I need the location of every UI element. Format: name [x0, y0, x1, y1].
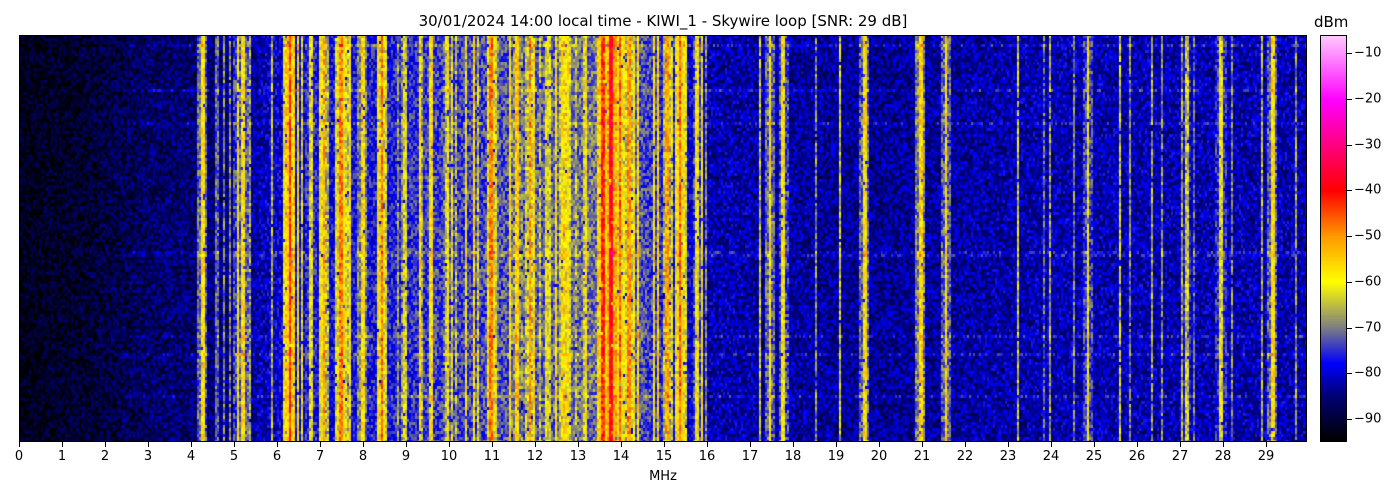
colorbar-tick — [1347, 144, 1352, 146]
x-tick — [363, 442, 364, 447]
colorbar-tick — [1347, 236, 1352, 238]
x-tick — [1008, 442, 1009, 447]
x-tick — [105, 442, 106, 447]
x-tick — [234, 442, 235, 447]
colorbar-tick-label: −60 — [1354, 274, 1382, 290]
x-tick-label: 20 — [870, 449, 888, 464]
x-tick-label: 11 — [483, 449, 501, 464]
x-tick-label: 2 — [100, 449, 110, 464]
colorbar-tick — [1347, 53, 1352, 55]
x-tick-label: 8 — [358, 449, 368, 464]
colorbar-tick-label: −20 — [1354, 91, 1382, 107]
x-tick — [707, 442, 708, 447]
colorbar — [1320, 35, 1347, 442]
x-tick-label: 19 — [827, 449, 845, 464]
x-tick — [1180, 442, 1181, 447]
x-tick — [1266, 442, 1267, 447]
x-tick-label: 1 — [57, 449, 67, 464]
x-tick-label: 4 — [186, 449, 196, 464]
x-tick — [1094, 442, 1095, 447]
x-tick — [879, 442, 880, 447]
colorbar-tick — [1347, 419, 1352, 421]
x-tick — [621, 442, 622, 447]
x-tick-label: 16 — [698, 449, 716, 464]
x-tick — [578, 442, 579, 447]
x-tick — [965, 442, 966, 447]
x-tick — [750, 442, 751, 447]
x-tick — [664, 442, 665, 447]
x-tick-label: 17 — [741, 449, 759, 464]
x-tick-label: 10 — [440, 449, 458, 464]
x-tick-label: 3 — [143, 449, 153, 464]
x-tick-label: 25 — [1085, 449, 1103, 464]
x-tick — [922, 442, 923, 447]
x-tick — [449, 442, 450, 447]
x-tick — [1223, 442, 1224, 447]
x-tick-label: 5 — [229, 449, 239, 464]
x-tick-label: 24 — [1042, 449, 1060, 464]
colorbar-tick-label: −90 — [1354, 411, 1382, 427]
x-tick-label: 28 — [1214, 449, 1232, 464]
colorbar-tick — [1347, 281, 1352, 283]
waterfall-heatmap — [19, 35, 1307, 442]
colorbar-tick — [1347, 190, 1352, 192]
chart-title: 30/01/2024 14:00 local time - KIWI_1 - S… — [418, 12, 908, 30]
x-axis-label: MHz — [649, 469, 677, 484]
x-tick — [793, 442, 794, 447]
colorbar-tick-label: −10 — [1354, 45, 1382, 61]
colorbar-tick — [1347, 373, 1352, 375]
colorbar-tick-label: −50 — [1354, 228, 1382, 244]
x-tick — [62, 442, 63, 447]
x-tick-label: 6 — [272, 449, 282, 464]
colorbar-label: dBm — [1314, 13, 1349, 31]
x-tick-label: 0 — [14, 449, 24, 464]
x-tick — [320, 442, 321, 447]
x-tick-label: 9 — [401, 449, 411, 464]
x-tick — [19, 442, 20, 447]
colorbar-tick-label: −40 — [1354, 182, 1382, 198]
x-tick-label: 15 — [655, 449, 673, 464]
x-tick-label: 12 — [526, 449, 544, 464]
x-tick-label: 18 — [784, 449, 802, 464]
x-tick — [836, 442, 837, 447]
x-tick-label: 26 — [1128, 449, 1146, 464]
x-tick-label: 29 — [1257, 449, 1275, 464]
x-tick-label: 27 — [1171, 449, 1189, 464]
colorbar-tick-label: −30 — [1354, 137, 1382, 153]
x-tick — [1051, 442, 1052, 447]
x-tick — [1137, 442, 1138, 447]
colorbar-tick-label: −70 — [1354, 320, 1382, 336]
colorbar-tick-label: −80 — [1354, 365, 1382, 381]
x-tick-label: 21 — [913, 449, 931, 464]
colorbar-tick — [1347, 99, 1352, 101]
x-tick — [191, 442, 192, 447]
x-tick — [406, 442, 407, 447]
colorbar-tick — [1347, 327, 1352, 329]
x-tick — [277, 442, 278, 447]
x-tick-label: 23 — [999, 449, 1017, 464]
x-tick — [535, 442, 536, 447]
x-tick-label: 13 — [569, 449, 587, 464]
x-tick-label: 14 — [612, 449, 630, 464]
x-tick-label: 7 — [315, 449, 325, 464]
x-tick — [148, 442, 149, 447]
plot-frame — [19, 35, 1307, 442]
x-tick — [492, 442, 493, 447]
x-tick-label: 22 — [956, 449, 974, 464]
